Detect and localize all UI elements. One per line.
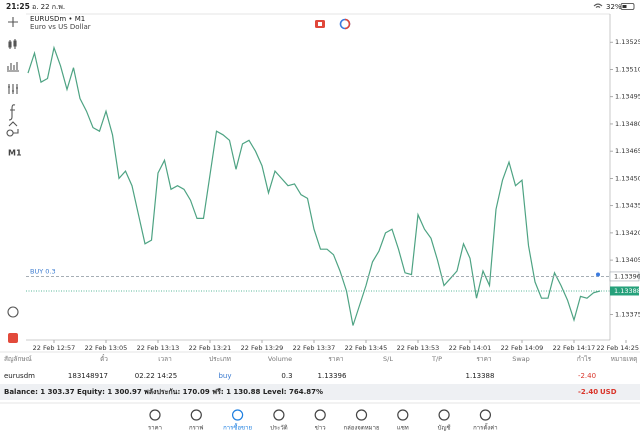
indicators-tool[interactable] [8, 84, 18, 94]
column-header: เวลา [158, 355, 172, 363]
cell-profit: -2.40 [578, 372, 596, 380]
cell-open-price: 1.13396 [318, 372, 347, 380]
y-tick-label: 1.13450 [615, 174, 640, 182]
x-tick-label: 22 Feb 13:29 [241, 344, 284, 352]
chart-symbol: EURUSDm • M1 [30, 15, 85, 23]
column-header: Volume [268, 355, 292, 363]
x-tick-label: 22 Feb 13:05 [85, 344, 128, 352]
trade-tool[interactable] [7, 306, 19, 318]
y-tick-label: 1.13465 [615, 147, 640, 155]
sell-icon [318, 22, 322, 26]
tab-label[interactable]: กล่องจดหมาย [343, 425, 379, 432]
tab-label[interactable]: แชท [397, 425, 409, 432]
y-tick-label: 1.13405 [615, 256, 640, 264]
chart: 1.13375 1.13405 1.13420 1.13435 1.13450 1.134… [26, 38, 640, 352]
objects-tool[interactable] [6, 121, 19, 137]
tab-label[interactable]: ราคา [148, 425, 162, 432]
tab-icon[interactable] [397, 409, 409, 421]
tab-label[interactable]: บัญชี [438, 424, 451, 432]
x-tick-label: 22 Feb 13:13 [137, 344, 180, 352]
timeframe-button[interactable]: M1 [8, 149, 22, 158]
x-tick-label: 22 Feb 14:25 [596, 344, 639, 352]
order-price-label: 1.13396 [614, 272, 640, 280]
column-header: สัญลักษณ์ [4, 355, 32, 363]
column-header: กำไร [577, 355, 592, 363]
tab-icon[interactable] [190, 409, 202, 421]
tab-icon[interactable] [273, 409, 285, 421]
positions-table: สัญลักษณ์ ตั๋ว เวลา ประเภท Volume ราคา S/L T/P ร… [4, 354, 637, 380]
cell-price: 1.13388 [466, 372, 495, 380]
tab-bar: ราคา กราฟ การซื้อขาย ประวัติ ข่าว กล่องจดหมาย… [148, 409, 498, 432]
x-tick-label: 22 Feb 13:45 [345, 344, 388, 352]
tab-label[interactable]: ข่าว [315, 425, 326, 432]
crosshair-tool[interactable] [8, 17, 18, 27]
x-tick-label: 22 Feb 13:21 [189, 344, 232, 352]
app-logo[interactable] [8, 333, 18, 343]
column-header: Swap [512, 355, 530, 363]
buy-icon [344, 18, 351, 30]
battery-level [622, 5, 627, 8]
column-header: หมายเหตุ [611, 355, 638, 363]
functions-tool[interactable] [8, 104, 16, 121]
tab-label[interactable]: ประวัติ [270, 425, 288, 432]
status-date: อ. 22 ก.พ. [32, 3, 65, 11]
column-header: T/P [431, 355, 442, 363]
account-summary: Balance: 1 303.37 Equity: 1 300.97 พลังป… [4, 388, 323, 396]
column-header: ราคา [476, 355, 491, 363]
status-time: 21:25 [6, 2, 30, 11]
tab-label[interactable]: การซื้อขาย [223, 422, 252, 432]
bars-tool[interactable] [7, 62, 19, 72]
y-tick-label: 1.13420 [615, 229, 640, 237]
column-header: ประเภท [209, 355, 231, 363]
left-toolbar: M1 [6, 17, 22, 343]
cell-volume: 0.3 [281, 372, 292, 380]
tab-icon[interactable] [314, 409, 326, 421]
tab-label[interactable]: กราฟ [189, 425, 203, 432]
column-header: ราคา [328, 355, 343, 363]
cell-symbol: eurusdm [4, 372, 35, 380]
chart-description: Euro vs US Dollar [30, 23, 91, 31]
battery-icon [620, 3, 635, 10]
x-tick-label: 22 Feb 14:09 [501, 344, 544, 352]
wifi-icon [593, 3, 603, 8]
order-price-box [609, 271, 640, 282]
order-label: BUY 0.3 [30, 267, 56, 275]
tab-icon[interactable] [438, 409, 450, 421]
order-marker [596, 272, 600, 277]
account-profit: -2.40 [578, 388, 598, 396]
column-header: S/L [383, 355, 393, 363]
y-tick-label: 1.13495 [615, 93, 640, 101]
tab-icon[interactable] [149, 409, 161, 421]
x-tick-label: 22 Feb 14:01 [449, 344, 492, 352]
account-currency: USD [600, 388, 617, 396]
x-tick-label: 22 Feb 14:17 [553, 344, 596, 352]
tab-label[interactable]: การตั้งค่า [473, 422, 497, 432]
cell-type: buy [218, 372, 231, 380]
status-battery: 32% [606, 3, 622, 11]
x-tick-label: 22 Feb 12:57 [33, 344, 76, 352]
tab-icon[interactable] [232, 409, 244, 421]
column-header: ตั๋ว [100, 354, 108, 363]
current-price-label: 1.13388 [614, 287, 640, 295]
y-tick-label: 1.13435 [615, 202, 640, 210]
y-tick-label: 1.13375 [615, 311, 640, 319]
account-bar [0, 384, 640, 400]
x-tick-label: 22 Feb 13:37 [293, 344, 336, 352]
tab-icon[interactable] [355, 409, 368, 421]
tab-icon[interactable] [479, 409, 491, 421]
cell-ticket: 183148917 [68, 372, 108, 380]
y-tick-label: 1.13510 [615, 65, 640, 73]
price-line-series [27, 45, 601, 326]
y-tick-label: 1.13480 [615, 120, 640, 128]
y-tick-label: 1.13525 [615, 38, 640, 46]
x-tick-label: 22 Feb 13:53 [397, 344, 440, 352]
candles-tool[interactable] [8, 39, 17, 49]
cell-time: 02.22 14:25 [135, 372, 177, 380]
current-price-box [610, 286, 639, 296]
